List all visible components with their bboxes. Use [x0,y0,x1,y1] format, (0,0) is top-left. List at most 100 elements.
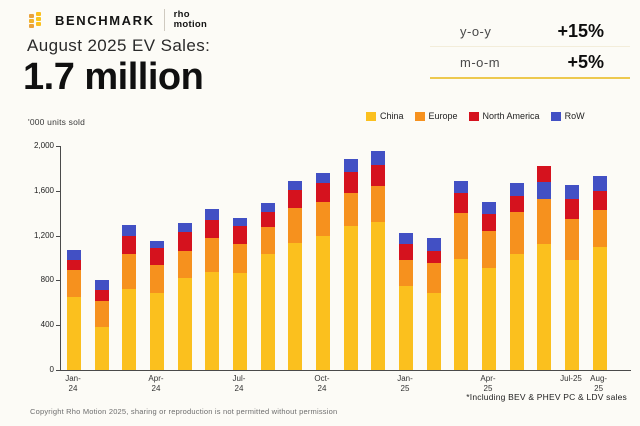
logo-divider [163,9,165,31]
bar-segment-row [398,233,413,245]
x-axis-tick-label: Jan- 25 [397,374,413,393]
bar-segment-china [592,246,607,370]
bar-segment-row [177,223,192,232]
bar-segment-china [260,254,275,370]
mom-value: +5% [567,51,604,72]
bar-Jul-24 [232,217,247,370]
y-axis-tick-label: 400 [40,320,54,330]
bar-segment-north-america [509,195,524,213]
bar-Jun-24 [205,208,220,370]
bar-segment-europe [149,265,164,293]
bar-segment-north-america [564,199,579,219]
bar-segment-north-america [205,220,220,238]
bar-segment-north-america [592,191,607,210]
bar-segment-china [454,259,469,370]
x-axis-tick-label: Jul-25 [560,374,582,383]
bar-segment-row [343,158,358,172]
bar-segment-china [122,289,137,370]
bar-segment-europe [288,208,303,244]
copyright-notice: Copyright Rho Motion 2025, sharing or re… [30,407,338,416]
bar-Jan-24 [67,249,81,370]
bar-segment-row [260,202,275,212]
bar-segment-china [94,327,109,370]
bar-segment-north-america [371,164,386,186]
bar-Aug-25 [592,175,607,370]
bar-segment-row [481,202,496,215]
y-axis-tick-label: 1,600 [33,185,54,195]
legend-item: North America [468,111,540,121]
bar-segment-europe [371,185,386,223]
bar-segment-china [426,293,441,370]
bar-segment-north-america [260,211,275,228]
bar-segment-row [592,175,607,192]
bar-segment-north-america [67,260,81,271]
bar-segment-europe [481,230,496,268]
y-axis-tick-label: 800 [40,275,54,285]
y-axis-tick-label: 0 [49,365,54,374]
rho-motion-line2: motion [173,19,208,30]
bar-segment-row [232,217,247,227]
bar-segment-row [67,249,81,261]
page-title: August 2025 EV Sales: [27,36,211,55]
bar-Apr-25 [481,202,496,370]
bar-Feb-24 [94,280,109,370]
bar-Mar-25 [454,181,469,370]
bar-segment-row [454,181,469,194]
bar-segment-row [564,184,579,200]
yoy-label: y-o-y [460,23,492,39]
bar-segment-north-america [232,226,247,245]
bar-segment-china [371,222,386,370]
bar-Nov-24 [343,158,358,370]
y-axis-tick-mark [56,370,60,371]
bar-segment-china [177,278,192,370]
bar-segment-europe [426,263,441,294]
bar-segment-europe [205,237,220,272]
bar-segment-europe [315,202,330,236]
bar-segment-china [343,226,358,370]
x-axis-tick-label: Jul- 24 [232,374,246,393]
chart-footnote: *Including BEV & PHEV PC & LDV sales [466,392,627,402]
bar-segment-china [288,243,303,370]
mom-label: m-o-m [460,54,501,70]
bar-Jan-25 [398,233,413,370]
legend-swatch [468,111,479,121]
bar-Mar-24 [122,225,137,370]
legend-label: North America [482,111,540,121]
bar-segment-europe [260,227,275,255]
rho-motion-line1: rho [173,9,190,21]
bar-segment-china [398,286,413,370]
bar-segment-china [537,244,552,370]
bar-segment-north-america [122,235,137,254]
legend-label: China [380,111,404,121]
yoy-value: +15% [557,20,604,41]
bar-segment-north-america [288,189,303,209]
bar-segment-china [564,260,579,370]
bar-segment-europe [122,253,137,290]
bar-segment-europe [398,259,413,286]
bar-Dec-24 [371,150,386,370]
legend-label: RoW [564,111,585,121]
bar-segment-row [315,173,330,183]
bar-segment-europe [564,218,579,261]
bar-segment-europe [509,212,524,254]
legend-item: Europe [414,111,458,121]
bar-Apr-24 [149,241,164,370]
bar-segment-north-america [426,250,441,264]
bar-segment-row [288,180,303,190]
bar-segment-north-america [177,231,192,251]
bar-segment-row [509,182,524,196]
bar-segment-china [149,292,164,370]
y-axis-tick-mark [56,325,60,327]
legend-label: Europe [428,111,458,121]
bar-segment-europe [94,300,109,328]
y-axis-tick-label: 2,000 [33,141,54,150]
bar-segment-north-america [343,171,358,194]
yoy-stat-row: y-o-y +15% [430,16,630,47]
y-axis-tick-label: 1,200 [33,230,54,240]
legend-swatch [366,111,376,121]
bar-segment-europe [343,193,358,227]
bar-segment-north-america [149,247,164,266]
bar-segment-north-america [315,182,330,203]
bar-segment-row [537,182,552,200]
bar-segment-europe [67,270,81,297]
